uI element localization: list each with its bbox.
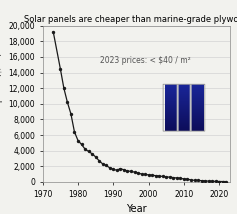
Point [118, 167, 122, 170]
Y-axis label: Solar module prices ($/m²): Solar module prices ($/m²) [0, 53, 3, 155]
Point [133, 170, 137, 174]
Point [129, 170, 133, 173]
Point [51, 30, 55, 34]
Point [87, 150, 91, 153]
Point [143, 173, 147, 176]
Point [161, 175, 165, 178]
Point [189, 178, 193, 182]
Point [101, 162, 105, 166]
Point [94, 155, 98, 159]
Point [126, 169, 129, 173]
Point [186, 177, 189, 181]
Point [196, 179, 200, 182]
Point [168, 175, 172, 179]
Point [136, 171, 140, 175]
Point [65, 101, 69, 104]
Point [73, 130, 76, 134]
Point [62, 86, 66, 90]
Point [90, 152, 94, 156]
Point [203, 179, 207, 183]
Point [111, 168, 115, 171]
Point [150, 174, 154, 177]
Point [108, 166, 112, 169]
Point [147, 173, 150, 177]
Point [200, 179, 204, 182]
Point [80, 143, 83, 146]
Point [115, 168, 119, 172]
Point [172, 176, 175, 179]
Point [193, 179, 196, 182]
Point [122, 168, 126, 171]
Point [207, 179, 211, 183]
Point [157, 174, 161, 178]
Point [178, 177, 182, 180]
Point [154, 174, 158, 177]
Point [175, 176, 179, 180]
Point [59, 67, 62, 70]
Text: 2023 prices: < $40 / m²: 2023 prices: < $40 / m² [100, 56, 191, 65]
Point [69, 112, 73, 116]
Title: Solar panels are cheaper than marine-grade plywood: Solar panels are cheaper than marine-gra… [24, 15, 237, 24]
Point [140, 172, 143, 176]
Point [76, 139, 80, 142]
X-axis label: Year: Year [126, 204, 147, 214]
Point [217, 180, 221, 183]
Point [83, 147, 87, 151]
Point [214, 180, 218, 183]
Point [182, 177, 186, 181]
Point [104, 164, 108, 167]
Point [221, 180, 225, 183]
Point [164, 175, 168, 178]
Point [210, 180, 214, 183]
Point [224, 180, 228, 183]
Point [97, 159, 101, 162]
